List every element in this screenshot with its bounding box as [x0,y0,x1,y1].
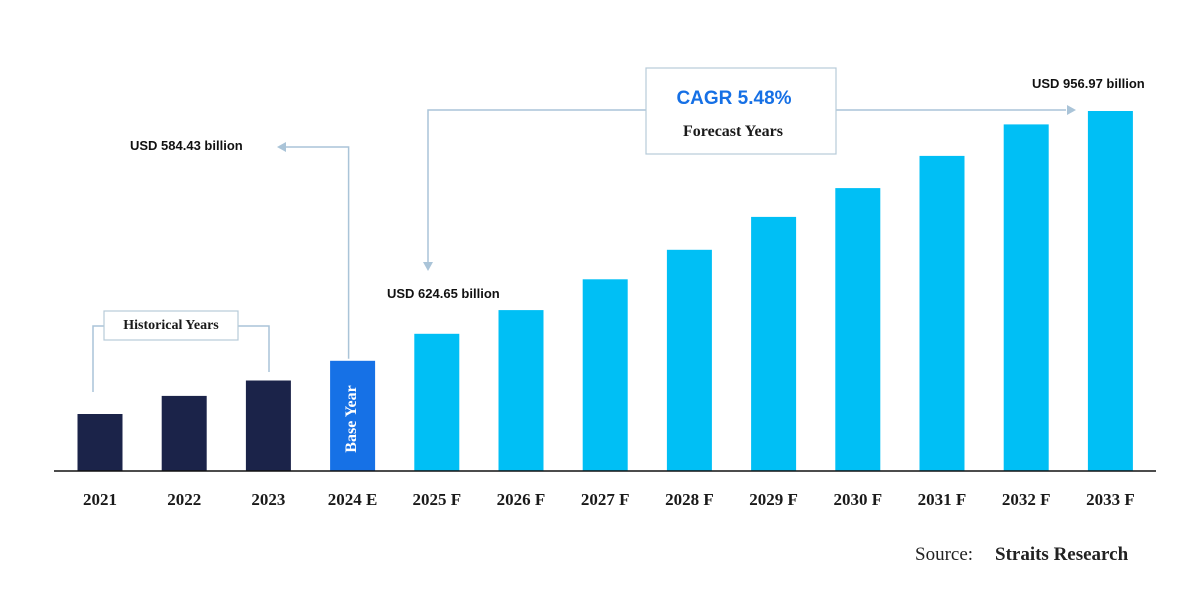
x-tick-label: 2024 E [328,490,378,509]
bar-2022 [161,395,207,471]
cagr-label: CAGR 5.48% [676,88,791,109]
bar-2032-f [1003,124,1049,472]
source-label: Source: [915,544,973,565]
cagr-right-arrowhead [1067,105,1076,115]
bar-2021 [77,414,123,471]
cagr-down-arrowhead [423,262,433,271]
cagr-left-connector [427,109,646,262]
bar-2028-f [666,249,712,471]
x-tick-label: 2025 F [412,490,461,509]
first-forecast-value-label: USD 624.65 billion [387,286,500,301]
bar-2029-f [751,216,797,471]
x-tick-label: 2029 F [749,490,798,509]
bar-2031-f [919,155,965,471]
source-name: Straits Research [995,544,1129,565]
bar-2023 [245,380,291,471]
x-tick-label: 2022 [167,490,201,509]
bar-2027-f [582,279,628,471]
historical-years-label: Historical Years [123,318,219,333]
bar-2024-e [330,360,376,471]
base-year-bar-label: Base Year [343,385,360,452]
cagr-box [645,67,837,155]
x-tick-label: 2027 F [581,490,630,509]
bar-2026-f [498,310,544,471]
x-tick-labels: 2021 2022 2023 2024 E 2025 F 2026 F 2027 F 2028… [83,490,1135,509]
annotation-connectors [92,105,1076,392]
x-tick-label: 2021 [83,490,117,509]
x-tick-label: 2026 F [497,490,546,509]
x-tick-label: 2032 F [1002,490,1051,509]
last-forecast-value-label: USD 956.97 billion [1032,76,1145,91]
x-tick-label: 2030 F [833,490,882,509]
forecast-years-label: Forecast Years [683,123,783,140]
x-tick-label: 2023 [251,490,285,509]
x-tick-label: 2033 F [1086,490,1135,509]
historical-years-box [103,310,239,341]
base-value-arrowhead [277,142,286,152]
bar-series [77,111,1133,472]
base-value-label: USD 584.43 billion [130,138,243,153]
historical-bracket-left [92,325,104,392]
historical-bracket-right [238,325,270,372]
bar-2030-f [835,188,881,471]
x-tick-label: 2028 F [665,490,714,509]
bar-2033-f [1087,111,1133,471]
bar-2025-f [414,333,460,471]
x-tick-label: 2031 F [918,490,967,509]
base-value-connector [286,146,350,359]
